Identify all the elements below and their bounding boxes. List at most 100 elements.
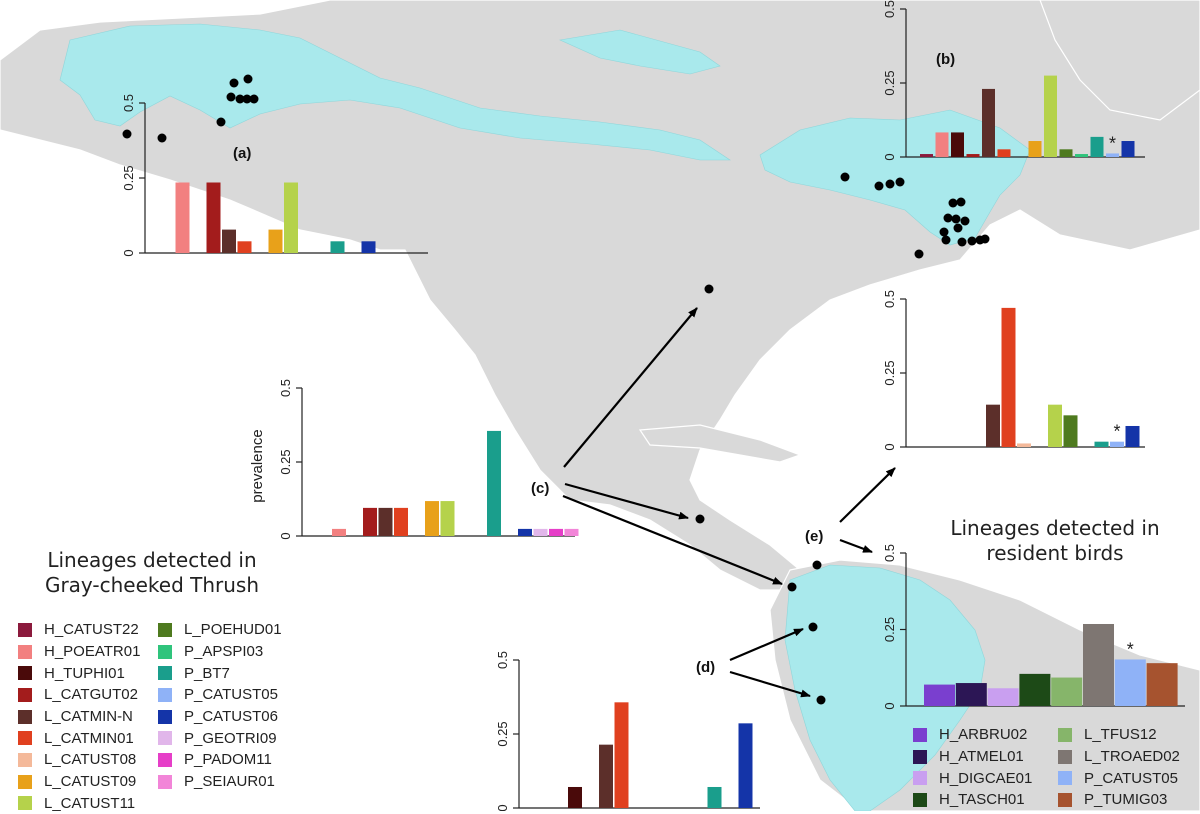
site-dot [942,236,951,245]
gct-legend-item-p-bt7: P_BT7 [158,662,282,684]
bar-l-catust11 [441,501,455,536]
y-tick-label: 0.5 [882,0,897,18]
legend-swatch [913,793,927,807]
site-dot [896,178,905,187]
gct-legend-item-p-geotri09: P_GEOTRI09 [158,727,282,749]
site-dot [957,198,966,207]
bar-p-catust06 [518,529,532,536]
bar-l-catmin01 [998,149,1011,157]
label-d: (d) [696,659,715,676]
site-dot [813,561,822,570]
site-dot [244,75,253,84]
bar-l-catgut02 [967,154,980,157]
site-dot [968,237,977,246]
bar-l-catmin01 [615,702,629,808]
legend-label: P_TUMIG03 [1084,791,1167,808]
legend-swatch [1058,793,1072,807]
y-tick-label: 0.5 [278,379,293,397]
y-tick-label: 0.25 [882,360,897,385]
legend-label: H_POEATR01 [44,643,140,660]
gct-legend-item-l-poehud01: L_POEHUD01 [158,619,282,641]
legend-swatch [18,775,32,789]
legend-label: H_CATUST22 [44,621,139,638]
bar-p-geotri09 [534,529,548,536]
panel-label-b: (b) [936,51,955,68]
legend-swatch [18,688,32,702]
site-dot [227,93,236,102]
legend-label: H_DIGCAE01 [939,770,1032,787]
site-dot [817,696,826,705]
resident-legend-item-p-tumig03: P_TUMIG03 [1058,789,1180,811]
bar-marker: * [1109,133,1116,153]
panel-label-a: (a) [233,145,251,162]
resident-legend-item-h-atmel01: H_ATMEL01 [913,746,1032,768]
bar-p-catust06 [1126,426,1140,447]
legend-swatch [913,750,927,764]
y-tick-label: 0.25 [495,721,510,746]
legend-label: L_CATUST11 [44,795,135,812]
resident-legend-item-h-digcae01: H_DIGCAE01 [913,767,1032,789]
legend-label: H_ARBRU02 [939,726,1027,743]
legend-swatch [18,796,32,810]
bar-p-bt7 [331,241,345,253]
legend-swatch [18,710,32,724]
legend-swatch [18,731,32,745]
bar-l-catmin-n [599,745,613,808]
bar-p-catust06 [362,241,376,253]
legend-swatch [18,645,32,659]
legend-label: P_BT7 [184,665,230,682]
bar-p-bt7 [487,431,501,536]
bar-p-catust06 [739,723,753,808]
bar-l-tfus12 [1051,678,1082,706]
bar-l-poehud01 [1064,415,1078,447]
bar-l-catgut02 [207,183,221,254]
bar-l-catust09 [425,501,439,536]
bar-l-catmin01 [394,508,408,536]
bar-p-apspi03 [1075,154,1088,157]
arrow-e-to-chart [840,468,895,522]
site-dot [949,199,958,208]
site-dot [230,79,239,88]
legend-label: L_CATMIN01 [44,730,134,747]
legend-swatch [18,623,32,637]
resident-legend-item-h-tasch01: H_TASCH01 [913,789,1032,811]
resident-legend-item-h-arbru02: H_ARBRU02 [913,724,1032,746]
site-dot [809,623,818,632]
y-tick-label: 0 [495,804,510,811]
site-dot [696,515,705,524]
site-dot [705,285,714,294]
bar-p-catust06 [1122,141,1135,157]
resident-legend-title-line1: Lineages detected in [930,516,1180,541]
label-c: (c) [531,480,549,497]
legend-label: L_CATGUT02 [44,686,138,703]
y-tick-label: 0 [121,249,136,256]
legend-swatch [1058,728,1072,742]
bar-l-catust09 [1029,141,1042,157]
bar-l-catust11 [284,183,298,254]
legend-swatch [158,623,172,637]
bar-l-catmin-n [379,508,393,536]
bar-l-catmin01 [1002,308,1016,447]
legend-swatch [158,731,172,745]
bar-l-catust08 [1017,443,1031,447]
resident-legend-title-line2: resident birds [930,541,1180,566]
site-dot [944,214,953,223]
bar-p-padom11 [549,529,563,536]
legend-swatch [158,645,172,659]
gct-legend-item-p-catust06: P_CATUST06 [158,706,282,728]
legend-swatch [158,753,172,767]
bar-h-tuphi01 [568,787,582,808]
bar-l-catust11 [1048,405,1062,447]
bar-h-atmel01 [956,683,987,706]
legend-label: P_PADOM11 [184,751,272,768]
gct-legend-item-h-tuphi01: H_TUPHI01 [18,662,140,684]
y-tick-label: 0 [882,153,897,160]
bar-p-catust05 [1110,442,1124,447]
gct-legend-item-h-catust22: H_CATUST22 [18,619,140,641]
resident-legend-item-l-troaed02: L_TROAED02 [1058,746,1180,768]
y-tick-label: 0.5 [495,651,510,669]
legend-swatch [913,771,927,785]
site-dot [940,228,949,237]
resident-legend-title: Lineages detected in resident birds [930,516,1180,566]
